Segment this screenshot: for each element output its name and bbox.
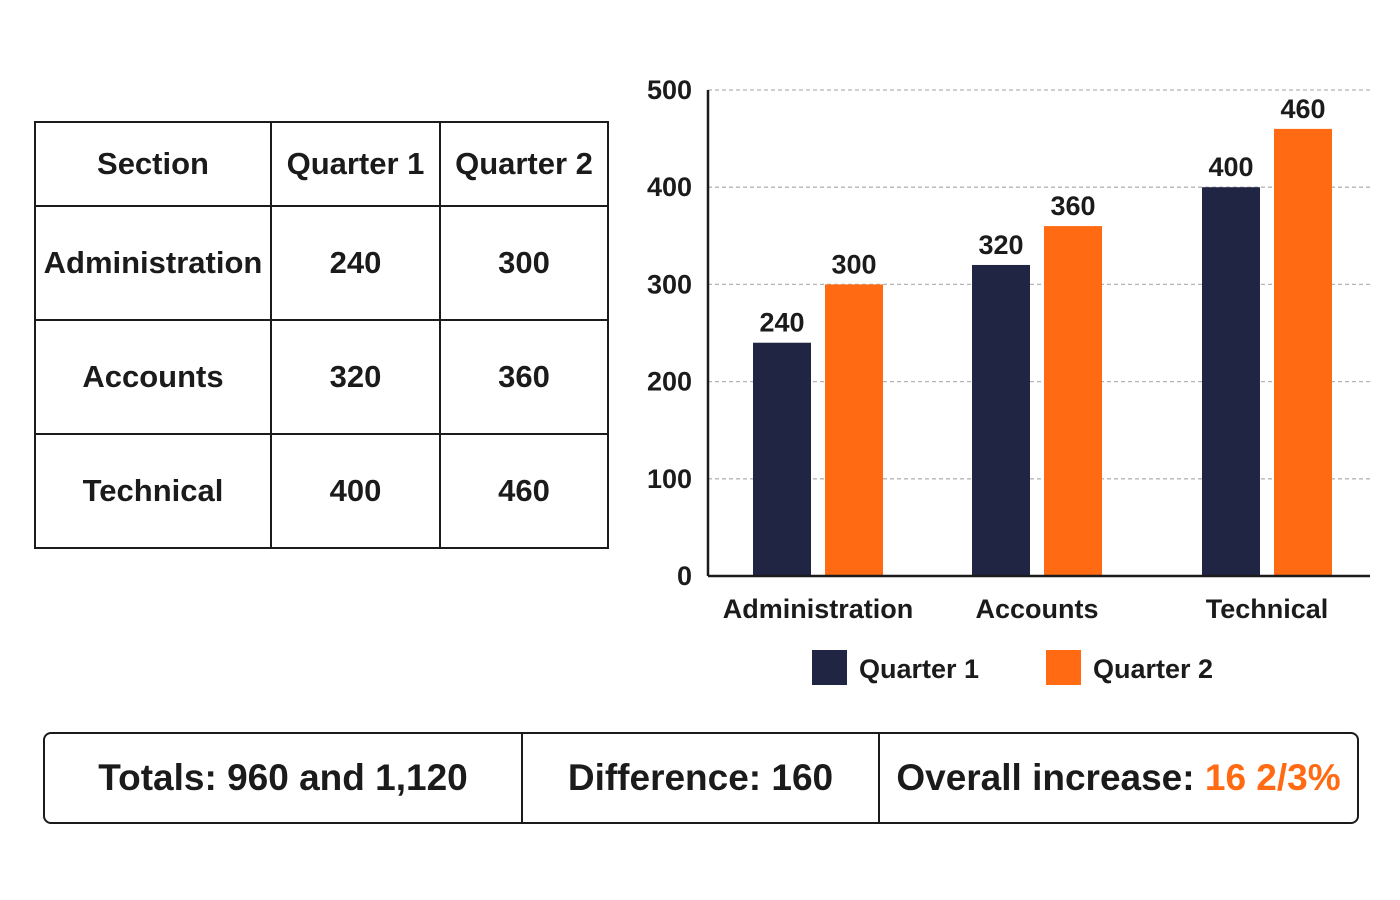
bar-quarter-1	[753, 342, 811, 576]
y-tick-label: 300	[647, 269, 692, 299]
table-cell-q2: 360	[439, 319, 609, 435]
summary-bar: Totals: 960 and 1,120 Difference: 160 Ov…	[43, 732, 1359, 824]
column-header: Quarter 1	[270, 121, 441, 207]
table-cell-q1: 320	[270, 319, 441, 435]
table-cell-section: Technical	[34, 433, 272, 549]
bar-quarter-2	[1274, 128, 1332, 576]
data-label: 460	[1280, 94, 1325, 124]
table-row: Accounts 320 360	[34, 319, 609, 435]
table-cell-q2: 460	[439, 433, 609, 549]
bar-quarter-2	[825, 284, 883, 576]
legend-swatch	[812, 650, 847, 685]
legend-swatch	[1046, 650, 1081, 685]
bar-quarter-1	[972, 264, 1030, 576]
data-label: 400	[1208, 152, 1253, 182]
table-row: Technical 400 460	[34, 433, 609, 549]
bar-quarter-2	[1044, 226, 1102, 576]
legend-label: Quarter 2	[1093, 654, 1213, 684]
x-tick-label: Accounts	[975, 594, 1098, 624]
table-cell-section: Administration	[34, 205, 272, 321]
x-tick-label: Administration	[723, 594, 914, 624]
table-cell-q1: 240	[270, 205, 441, 321]
data-label: 300	[831, 249, 876, 279]
table-header-row: Section Quarter 1 Quarter 2	[34, 121, 609, 207]
bar-chart: 0 100 200 300 400 500 240 300 Administration 320 3…	[647, 75, 1370, 685]
y-tick-label: 0	[677, 561, 692, 591]
table-cell-section: Accounts	[34, 319, 272, 435]
totals-text: Totals: 960 and 1,120	[98, 757, 468, 798]
x-tick-label: Technical	[1206, 594, 1329, 624]
overall-increase-value: 16 2/3%	[1204, 757, 1341, 798]
data-label: 320	[978, 230, 1023, 260]
column-header: Section	[34, 121, 272, 207]
data-label: 240	[759, 308, 804, 338]
table-row: Administration 240 300	[34, 205, 609, 321]
y-tick-label: 500	[647, 75, 692, 105]
data-table: Section Quarter 1 Quarter 2 Administrati…	[34, 121, 609, 549]
overall-increase: Overall increase: 16 2/3%	[878, 734, 1357, 822]
table-cell-q1: 400	[270, 433, 441, 549]
overall-increase-label: Overall increase:	[896, 757, 1205, 798]
bar-quarter-1	[1202, 187, 1260, 576]
legend-label: Quarter 1	[859, 654, 979, 684]
difference-text: Difference: 160	[521, 734, 878, 822]
y-tick-label: 400	[647, 172, 692, 202]
column-header: Quarter 2	[439, 121, 609, 207]
y-tick-label: 100	[647, 464, 692, 494]
data-label: 360	[1050, 191, 1095, 221]
table-cell-q2: 300	[439, 205, 609, 321]
y-tick-label: 200	[647, 367, 692, 397]
